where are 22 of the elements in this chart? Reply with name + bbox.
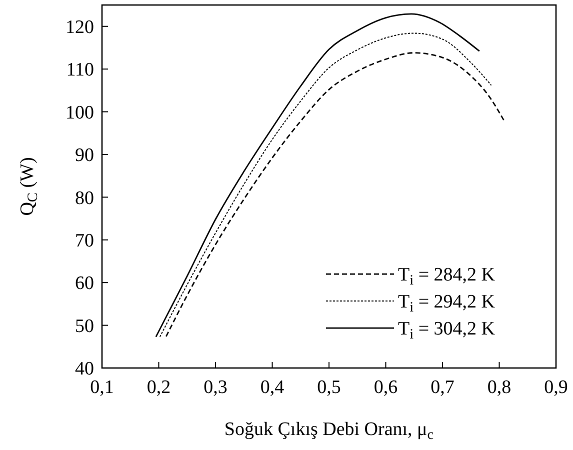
y-tick-label: 90 — [75, 145, 94, 166]
y-tick-label: 60 — [75, 273, 94, 294]
legend-label: T$_{i}$ = 294,2 K — [398, 292, 496, 316]
x-tick-label: 0,4 — [260, 377, 285, 398]
y-tick-label: 100 — [66, 102, 94, 124]
y-tick-label: 40 — [75, 358, 94, 380]
legend-label: T$_{i}$ = 304,2 K — [398, 318, 496, 342]
y-tick-label: 70 — [75, 230, 94, 252]
x-tick-label: 0,2 — [146, 377, 171, 398]
x-tick-label: 0,7 — [430, 377, 454, 398]
x-tick-label: 0,6 — [374, 377, 398, 398]
x-tick-label: 0,3 — [204, 377, 228, 398]
x-tick-label: 0,8 — [487, 377, 512, 398]
x-tick-label: 0,5 — [317, 377, 341, 398]
legend-label: T$_{i}$ = 284,2 K — [398, 264, 496, 288]
y-tick-label: 50 — [75, 316, 94, 337]
x-tick-label: 0,9 — [544, 377, 568, 398]
x-tick-label: 0,1 — [90, 377, 114, 398]
y-tick-label: 120 — [66, 17, 94, 38]
y-tick-label: 110 — [66, 60, 94, 81]
x-axis-title: Soğuk Çıkış Debi Oranı, μ$_{c}$ — [224, 419, 434, 442]
y-tick-label: 80 — [75, 188, 94, 209]
